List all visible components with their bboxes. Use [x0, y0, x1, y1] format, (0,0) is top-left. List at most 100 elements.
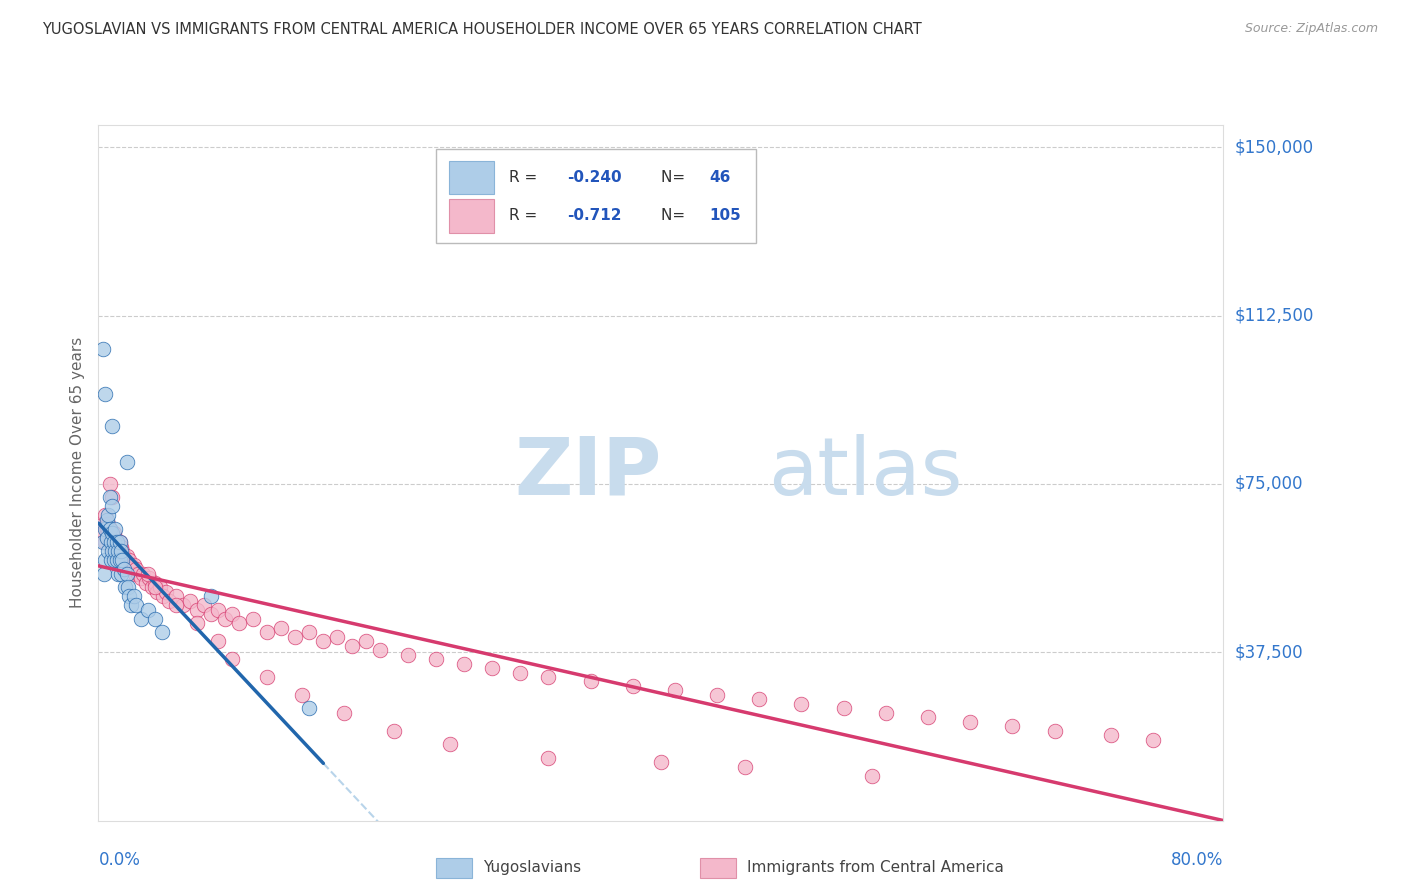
Point	[242, 612, 264, 626]
Point	[114, 580, 136, 594]
Point	[453, 657, 475, 671]
Point	[97, 526, 120, 541]
Point	[107, 544, 129, 558]
Point	[537, 751, 560, 765]
Point	[100, 535, 122, 549]
Point	[312, 634, 335, 648]
Point	[94, 522, 117, 536]
Point	[706, 688, 728, 702]
Point	[481, 661, 503, 675]
Point	[103, 535, 125, 549]
Point	[96, 513, 118, 527]
Text: Source: ZipAtlas.com: Source: ZipAtlas.com	[1244, 22, 1378, 36]
Point	[1001, 719, 1024, 733]
Point	[111, 544, 134, 558]
Text: $75,000: $75,000	[1234, 475, 1303, 493]
Point	[101, 500, 124, 514]
Point	[396, 648, 419, 662]
Point	[103, 553, 125, 567]
Point	[108, 553, 131, 567]
Point	[108, 535, 131, 549]
Point	[103, 535, 125, 549]
Point	[115, 454, 138, 468]
Point	[621, 679, 644, 693]
Point	[103, 526, 125, 541]
Point	[207, 634, 229, 648]
Point	[157, 593, 180, 607]
Point	[425, 652, 447, 666]
Text: 46: 46	[709, 169, 731, 185]
Point	[132, 566, 155, 581]
Point	[110, 549, 132, 563]
Point	[94, 535, 117, 549]
Point	[354, 634, 377, 648]
Point	[141, 580, 163, 594]
Text: 0.0%: 0.0%	[98, 851, 141, 869]
Point	[135, 575, 157, 590]
Point	[152, 589, 174, 603]
Point	[221, 607, 243, 622]
Text: N=: N=	[661, 169, 690, 185]
Point	[115, 566, 138, 581]
Point	[108, 535, 131, 549]
Point	[340, 639, 363, 653]
Point	[537, 670, 560, 684]
Point	[107, 566, 129, 581]
Point	[1099, 728, 1122, 742]
Point	[108, 544, 131, 558]
Point	[105, 535, 128, 549]
Point	[114, 553, 136, 567]
Point	[110, 566, 132, 581]
FancyBboxPatch shape	[450, 161, 495, 194]
Text: -0.712: -0.712	[568, 208, 621, 223]
Text: ZIP: ZIP	[515, 434, 662, 512]
Point	[98, 522, 121, 536]
Y-axis label: Householder Income Over 65 years: Householder Income Over 65 years	[69, 337, 84, 608]
Point	[228, 616, 250, 631]
Point	[186, 602, 208, 616]
Point	[136, 566, 159, 581]
Point	[117, 558, 139, 572]
Point	[917, 710, 939, 724]
Point	[1142, 732, 1164, 747]
Point	[100, 535, 122, 549]
Point	[1043, 723, 1066, 738]
Point	[790, 697, 813, 711]
Point	[748, 692, 770, 706]
Point	[98, 477, 121, 491]
Point	[200, 607, 222, 622]
Point	[94, 553, 117, 567]
Point	[93, 526, 115, 541]
Point	[179, 593, 201, 607]
Point	[270, 621, 292, 635]
Text: 80.0%: 80.0%	[1171, 851, 1223, 869]
Point	[579, 674, 602, 689]
Point	[100, 526, 122, 541]
Point	[97, 517, 120, 532]
Point	[256, 670, 278, 684]
Point	[207, 602, 229, 616]
Text: YUGOSLAVIAN VS IMMIGRANTS FROM CENTRAL AMERICA HOUSEHOLDER INCOME OVER 65 YEARS : YUGOSLAVIAN VS IMMIGRANTS FROM CENTRAL A…	[42, 22, 922, 37]
Point	[165, 598, 187, 612]
Point	[256, 625, 278, 640]
Point	[94, 508, 117, 523]
Point	[97, 544, 120, 558]
Point	[96, 522, 118, 536]
Point	[110, 544, 132, 558]
Text: atlas: atlas	[768, 434, 962, 512]
Point	[214, 612, 236, 626]
Point	[875, 706, 897, 720]
Point	[112, 562, 135, 576]
Point	[155, 584, 177, 599]
Point	[326, 630, 349, 644]
Point	[101, 531, 124, 545]
Point	[98, 531, 121, 545]
Point	[439, 737, 461, 751]
Point	[98, 522, 121, 536]
Point	[96, 531, 118, 545]
Text: N=: N=	[661, 208, 690, 223]
Point	[105, 544, 128, 558]
Point	[143, 575, 166, 590]
Point	[118, 553, 141, 567]
Text: Yugoslavians: Yugoslavians	[484, 861, 581, 875]
